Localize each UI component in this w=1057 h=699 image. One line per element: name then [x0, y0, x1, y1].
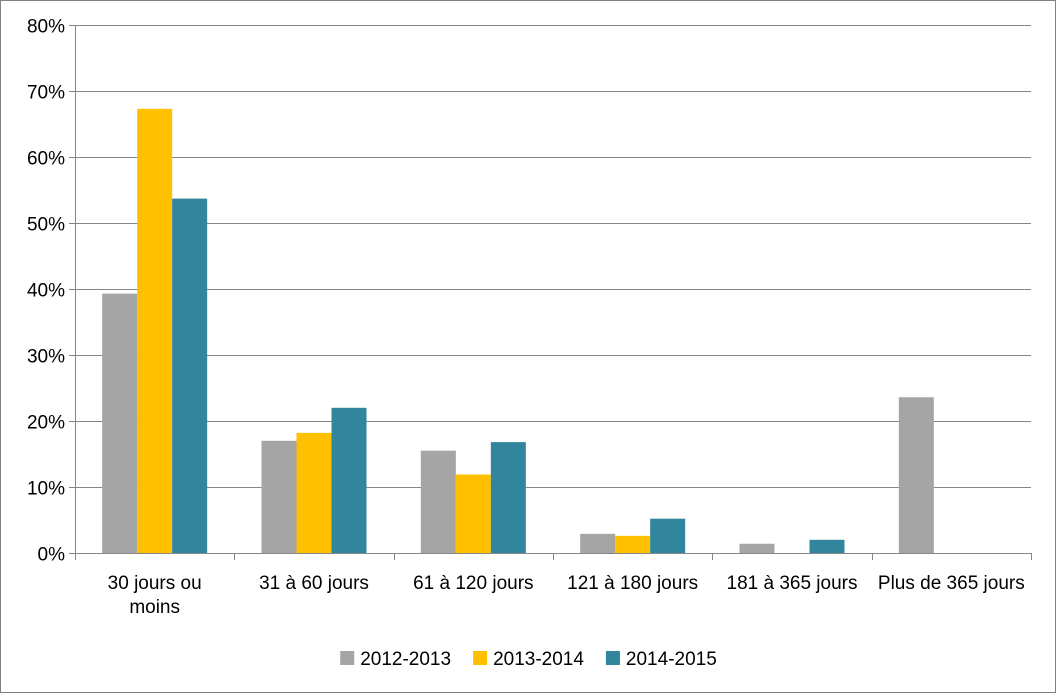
axes: 0% 10% 20% 30% 40% 50% 60% 70% 80% 30 jours ou moi…: [27, 17, 1032, 618]
x-tick-label: 31 à 60 jours: [259, 573, 369, 594]
legend-item-2013-2014: 2013-2014: [473, 649, 584, 670]
legend-swatch: [340, 651, 355, 665]
legend: 2012-2013 2013-2014 2014-2015: [340, 649, 717, 670]
legend-label: 2014-2015: [626, 649, 717, 670]
legend-swatch: [473, 651, 488, 665]
gridlines: [75, 25, 1031, 488]
legend-label: 2012-2013: [360, 649, 451, 670]
y-tick-label: 10%: [27, 479, 65, 500]
bar-2012-2013-4: [580, 533, 616, 553]
x-tick-label: 61 à 120 jours: [413, 573, 533, 594]
y-tick-label: 40%: [27, 281, 65, 302]
legend-item-2012-2013: 2012-2013: [340, 649, 451, 670]
legend-label: 2013-2014: [493, 649, 584, 670]
bar-2014-2015-5: [809, 539, 845, 553]
y-tick-label: 50%: [27, 215, 65, 236]
y-tick-label: 20%: [27, 413, 65, 434]
bar-2012-2013-5: [739, 543, 775, 553]
y-tick-label: 70%: [27, 83, 65, 104]
bar-2013-2014-1: [137, 108, 173, 553]
x-tick-label: Plus de 365 jours: [878, 573, 1025, 594]
y-tick-label: 30%: [27, 347, 65, 368]
bar-2012-2013-2: [261, 440, 297, 553]
legend-item-2014-2015: 2014-2015: [605, 649, 717, 670]
bar-2013-2014-3: [455, 474, 491, 553]
bar-2013-2014-4: [615, 535, 651, 553]
bar-2014-2015-1: [172, 198, 208, 553]
y-tick-label: 80%: [27, 17, 65, 38]
x-tick-label: 181 à 365 jours: [727, 573, 858, 594]
bar-2013-2014-2: [296, 432, 332, 553]
bar-2012-2013-6: [898, 397, 934, 553]
bar-2012-2013-1: [102, 293, 138, 553]
x-tick-label: 30 jours ou moins: [108, 573, 202, 618]
bar-2014-2015-3: [490, 442, 526, 553]
bars: [102, 108, 934, 553]
bar-2014-2015-2: [331, 407, 367, 553]
legend-swatch: [605, 651, 620, 665]
x-tick-label: 121 à 180 jours: [567, 573, 698, 594]
y-tick-label: 60%: [27, 149, 65, 170]
bar-2014-2015-4: [650, 518, 686, 553]
y-tick-label: 0%: [38, 545, 66, 566]
bar-2012-2013-3: [420, 450, 456, 553]
